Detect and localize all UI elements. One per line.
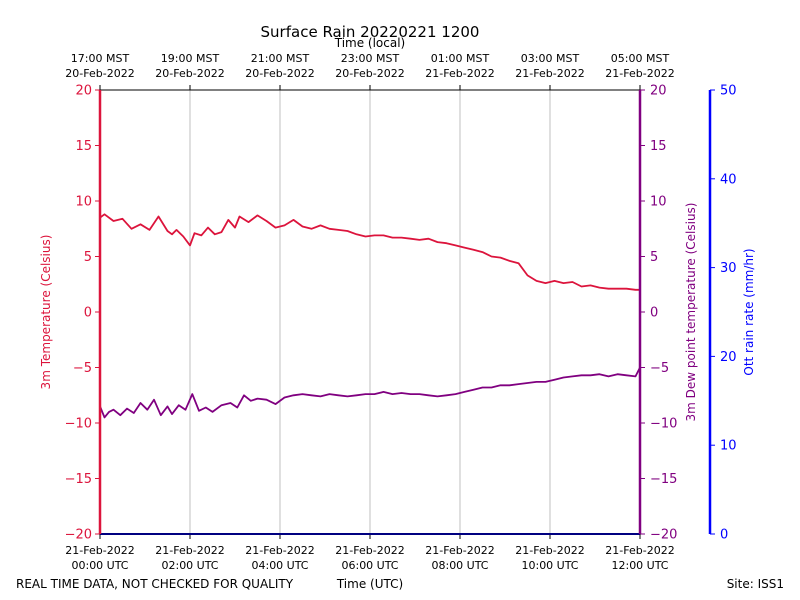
y-tick-label-dewpoint: −5: [650, 361, 669, 376]
y-tick-label-dewpoint: −20: [650, 528, 677, 543]
y-tick-label-dewpoint: 5: [650, 250, 658, 265]
x-tick-label-time: 06:00 UTC: [341, 559, 398, 572]
y-tick-label-dewpoint: −15: [650, 472, 677, 487]
x-tick-label-date: 21-Feb-2022: [335, 544, 404, 557]
y-tick-label-temperature: 15: [75, 139, 92, 154]
y-axis-label-rain-rate: Ott rain rate (mm/hr): [742, 248, 756, 375]
grid-lines: [189, 90, 551, 534]
y-tick-label-temperature: 0: [84, 306, 92, 321]
y-tick-label-dewpoint: −10: [650, 417, 677, 432]
top-tick-label-time: 05:00 MST: [611, 52, 670, 65]
chart-title: Surface Rain 20220221 1200: [261, 23, 480, 41]
y-tick-label-dewpoint: 15: [650, 139, 667, 154]
site-footer: Site: ISS1: [727, 577, 784, 591]
x-tick-label-date: 21-Feb-2022: [245, 544, 314, 557]
y-axis-label-dewpoint: 3m Dew point temperature (Celsius): [684, 203, 698, 422]
y-tick-label-temperature: 10: [75, 195, 92, 210]
top-axis-label: Time (local): [334, 36, 406, 50]
y-tick-label-temperature: −5: [73, 361, 92, 376]
x-tick-label-date: 21-Feb-2022: [155, 544, 224, 557]
x-axis-label: Time (UTC): [336, 577, 403, 591]
top-tick-label-date: 20-Feb-2022: [65, 67, 134, 80]
top-tick-label-time: 01:00 MST: [431, 52, 490, 65]
top-tick-label-date: 21-Feb-2022: [605, 67, 674, 80]
y-tick-label-temperature: −20: [65, 528, 92, 543]
top-tick-label-date: 20-Feb-2022: [245, 67, 314, 80]
y-tick-label-dewpoint: 10: [650, 195, 667, 210]
top-tick-label-time: 03:00 MST: [521, 52, 580, 65]
y-tick-label-rain: 50: [720, 84, 737, 99]
x-tick-label-time: 00:00 UTC: [71, 559, 128, 572]
y-tick-label-temperature: 20: [75, 84, 92, 99]
top-tick-label-time: 21:00 MST: [251, 52, 310, 65]
y-tick-label-rain: 40: [720, 172, 737, 187]
y-tick-label-rain: 30: [720, 261, 737, 276]
x-tick-label-time: 08:00 UTC: [431, 559, 488, 572]
top-tick-label-time: 19:00 MST: [161, 52, 220, 65]
top-tick-label-date: 20-Feb-2022: [155, 67, 224, 80]
x-tick-label-date: 21-Feb-2022: [605, 544, 674, 557]
top-tick-label-time: 23:00 MST: [341, 52, 400, 65]
y-tick-label-dewpoint: 0: [650, 306, 658, 321]
y-tick-label-temperature: −10: [65, 417, 92, 432]
quality-footer: REAL TIME DATA, NOT CHECKED FOR QUALITY: [16, 577, 294, 591]
top-tick-label-date: 20-Feb-2022: [335, 67, 404, 80]
top-tick-label-date: 21-Feb-2022: [425, 67, 494, 80]
y-tick-label-dewpoint: 20: [650, 84, 667, 99]
axis-ticks: 21-Feb-2022 00:00 UTC 17:00 MST 20-Feb-2022…: [65, 52, 737, 572]
temperature-line: [99, 213, 640, 291]
x-tick-label-date: 21-Feb-2022: [65, 544, 134, 557]
x-tick-label-time: 10:00 UTC: [521, 559, 578, 572]
y-tick-label-rain: 20: [720, 350, 737, 365]
x-tick-label-time: 02:00 UTC: [161, 559, 218, 572]
x-tick-label-date: 21-Feb-2022: [515, 544, 584, 557]
y-tick-label-temperature: −15: [65, 472, 92, 487]
top-tick-label-date: 21-Feb-2022: [515, 67, 584, 80]
y-axis-label-temperature: 3m Temperature (Celsius): [39, 235, 53, 390]
x-tick-label-time: 12:00 UTC: [611, 559, 668, 572]
y-tick-label-rain: 0: [720, 528, 728, 543]
x-tick-label-date: 21-Feb-2022: [425, 544, 494, 557]
dewpoint-line: [99, 367, 641, 419]
top-tick-label-time: 17:00 MST: [71, 52, 130, 65]
x-tick-label-time: 04:00 UTC: [251, 559, 308, 572]
y-tick-label-temperature: 5: [84, 250, 92, 265]
y-tick-label-rain: 10: [720, 439, 737, 454]
